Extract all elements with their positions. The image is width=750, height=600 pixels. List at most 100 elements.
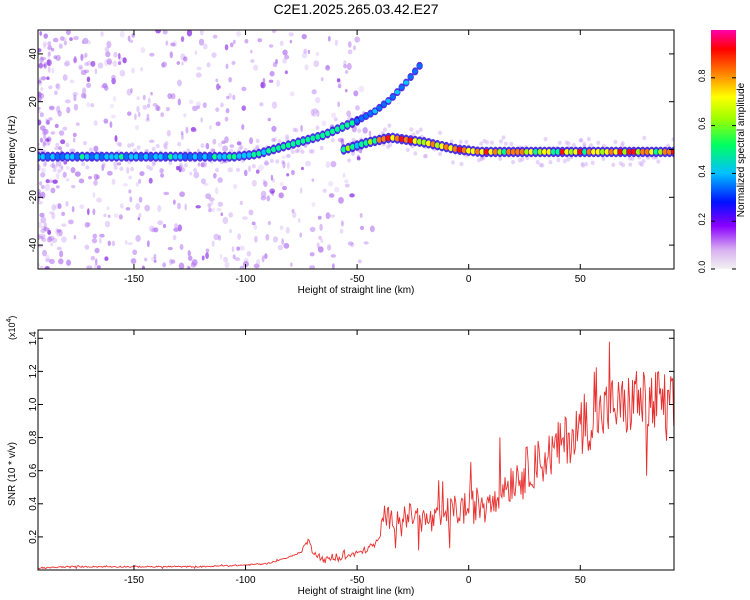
noise-speckle <box>229 42 234 48</box>
snr-y-tick-label: 1.2 <box>28 364 39 378</box>
noise-speckle <box>359 225 365 231</box>
noise-speckle <box>229 144 235 148</box>
snr-scale-label: (x104) <box>6 316 17 340</box>
noise-speckle <box>184 203 187 211</box>
noise-speckle <box>177 202 181 210</box>
descending-trace-core <box>617 149 624 155</box>
noise-speckle <box>58 258 64 265</box>
noise-speckle <box>179 243 184 250</box>
descending-trace-core <box>644 149 650 155</box>
noise-speckle <box>330 112 337 118</box>
halo-speckle <box>65 142 70 148</box>
main-trace-core <box>226 153 233 160</box>
halo-speckle <box>214 167 219 173</box>
halo-speckle <box>588 143 593 148</box>
spectrogram-x-tick-label: -150 <box>124 274 144 285</box>
noise-speckle <box>282 161 286 169</box>
noise-speckle <box>47 179 54 184</box>
halo-speckle <box>178 162 183 167</box>
halo-speckle <box>285 134 290 139</box>
noise-speckle <box>210 200 214 205</box>
spectrogram-y-tick-label: 20 <box>28 96 39 108</box>
noise-speckle <box>243 169 248 177</box>
halo-speckle <box>85 165 90 170</box>
noise-speckle <box>162 223 167 229</box>
noise-speckle <box>54 90 58 96</box>
main-trace-core <box>158 153 164 160</box>
snr-series-line <box>38 341 674 570</box>
main-trace-core <box>99 153 105 160</box>
noise-speckle <box>151 227 156 233</box>
noise-speckle <box>282 58 287 64</box>
main-trace-core <box>182 153 188 160</box>
noise-speckle <box>124 240 128 245</box>
noise-speckle <box>344 183 350 188</box>
upper-branch-core <box>372 109 378 114</box>
noise-speckle <box>127 35 131 42</box>
halo-speckle <box>620 141 625 146</box>
noise-speckle <box>82 54 87 59</box>
noise-speckle <box>62 126 68 131</box>
noise-speckle <box>94 247 100 254</box>
main-trace-core <box>217 153 223 160</box>
noise-speckle <box>336 80 342 85</box>
halo-speckle <box>499 139 504 144</box>
halo-speckle <box>113 165 118 170</box>
noise-speckle <box>321 120 327 127</box>
noise-speckle <box>43 142 50 147</box>
noise-speckle <box>97 265 101 269</box>
main-trace-core <box>138 153 144 160</box>
noise-speckle <box>81 87 87 95</box>
main-trace-core <box>113 153 120 160</box>
noise-speckle <box>38 188 41 196</box>
halo-speckle <box>520 157 525 162</box>
noise-speckle <box>242 216 248 220</box>
noise-speckle <box>211 148 216 153</box>
noise-speckle <box>291 208 295 213</box>
noise-speckle <box>355 105 360 111</box>
halo-speckle <box>155 143 160 149</box>
noise-speckle <box>103 213 107 218</box>
noise-speckle <box>126 88 132 96</box>
noise-speckle <box>119 30 125 38</box>
noise-speckle <box>202 102 207 109</box>
noise-speckle <box>337 83 342 89</box>
noise-speckle <box>47 66 51 74</box>
halo-speckle <box>638 160 643 166</box>
spectrogram-y-tick-label: 40 <box>28 48 39 60</box>
noise-speckle <box>59 36 65 41</box>
noise-speckle <box>219 254 223 260</box>
noise-speckle <box>111 240 116 247</box>
noise-speckle <box>47 51 51 57</box>
upper-branch-core <box>394 90 400 95</box>
halo-speckle <box>308 149 313 154</box>
halo-speckle <box>81 161 86 167</box>
noise-speckle <box>96 197 103 203</box>
noise-speckle <box>191 259 198 266</box>
noise-speckle <box>109 121 113 129</box>
descending-trace-core <box>475 148 481 155</box>
colorbar-ticks: 0.0 0.2 0.4 0.6 0.8 <box>697 70 736 273</box>
noise-speckle <box>341 220 344 227</box>
main-trace-core <box>192 153 198 160</box>
snr-plot-area <box>38 330 674 570</box>
noise-speckle <box>342 173 346 178</box>
noise-speckle <box>223 256 229 263</box>
halo-speckle <box>163 143 168 148</box>
halo-speckle <box>611 162 616 168</box>
halo-speckle <box>294 149 299 154</box>
noise-speckle <box>125 207 131 211</box>
noise-speckle <box>254 235 258 243</box>
snr-y-tick-label: 0.8 <box>28 430 39 444</box>
noise-speckle <box>73 35 79 41</box>
noise-speckle <box>61 223 67 227</box>
noise-speckle <box>130 87 133 94</box>
noise-speckle <box>180 130 184 136</box>
noise-speckle <box>40 93 45 99</box>
noise-speckle <box>79 204 85 210</box>
upper-branch-core <box>412 69 418 74</box>
colorbar-tick-label: 0.2 <box>697 213 707 226</box>
main-trace-core <box>118 153 125 160</box>
noise-speckle <box>55 173 60 180</box>
